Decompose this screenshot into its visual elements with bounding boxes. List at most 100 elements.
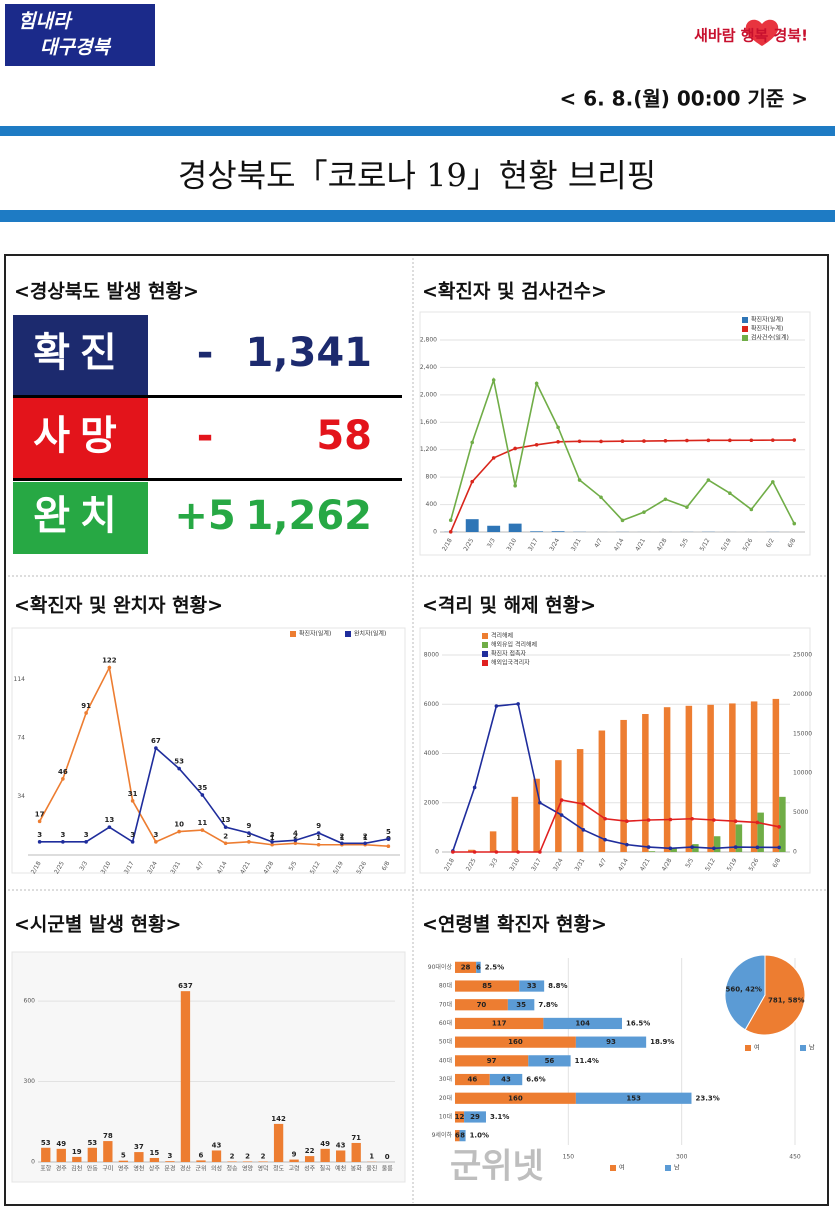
bar-segment	[455, 980, 520, 992]
y-tick-label: 0	[435, 849, 439, 856]
point	[516, 850, 520, 854]
pie-label: 560, 42%	[725, 985, 761, 993]
x-tick-label: 봉화	[351, 1165, 363, 1173]
bar	[663, 707, 671, 852]
panel-title: <경상북도 발생 현황>	[14, 280, 199, 303]
data-label: 5	[386, 828, 391, 836]
data-label: 3	[270, 831, 275, 839]
legend-swatch	[345, 631, 351, 637]
x-tick-label: 6/8	[786, 537, 797, 549]
data-label: 93	[606, 1038, 616, 1046]
x-tick-label: 청도	[273, 1166, 285, 1173]
status-label-box	[13, 398, 148, 478]
data-label: 43	[501, 1076, 511, 1084]
series-line	[452, 703, 780, 852]
x-tick-label: 4/7	[597, 857, 608, 869]
x-tick-label: 예천	[335, 1165, 346, 1173]
bar-segment	[455, 961, 477, 973]
bar	[576, 749, 584, 852]
bar-segment	[455, 1073, 490, 1086]
point	[577, 439, 582, 444]
x-tick-label: 경주	[56, 1166, 68, 1173]
percent-label: 1.0%	[470, 1132, 489, 1140]
bar	[508, 523, 522, 532]
point	[642, 510, 646, 514]
point	[154, 840, 158, 844]
bar	[551, 531, 565, 532]
bar	[87, 1147, 97, 1162]
point	[668, 846, 673, 851]
y-tick-label: 1,600	[420, 419, 437, 426]
panel-title: <시군별 발생 현황>	[14, 913, 181, 936]
y-tick-label: 34	[17, 793, 25, 800]
x-tick-label: 울진	[366, 1165, 377, 1173]
bar	[258, 1161, 268, 1162]
x-tick-label: 울릉	[382, 1166, 394, 1173]
panel-title: <격리 및 해제 현황>	[422, 594, 596, 617]
y-tick-label: 80대	[439, 982, 452, 990]
bar	[227, 1161, 237, 1162]
bar	[180, 991, 191, 1162]
point	[792, 521, 797, 526]
data-label: 11	[198, 819, 208, 827]
bar	[242, 1161, 253, 1162]
percent-label: 8.8%	[548, 982, 567, 990]
point	[472, 850, 477, 854]
data-label: 91	[81, 702, 91, 710]
point	[599, 439, 603, 444]
bar	[56, 1148, 66, 1162]
bar	[757, 812, 764, 852]
data-label: 33	[527, 982, 537, 990]
data-label: 9	[292, 1151, 297, 1159]
point	[690, 845, 694, 849]
legend-label: 격리해제	[491, 632, 513, 640]
date: < 6. 8.(월) 00:00 기준 >	[559, 87, 808, 111]
data-label: 22	[305, 1147, 315, 1155]
data-label: 153	[626, 1094, 641, 1102]
legend-swatch	[742, 335, 748, 341]
bar	[772, 698, 780, 852]
data-label: 117	[492, 1019, 507, 1027]
y-tick-label: 90대이상	[428, 963, 453, 971]
point	[223, 825, 228, 829]
watermark: 군위넷	[450, 1147, 544, 1187]
x-tick-label: 고령	[289, 1165, 300, 1173]
point	[247, 840, 251, 844]
data-label: 43	[336, 1141, 346, 1149]
data-label: 104	[575, 1019, 590, 1027]
x-tick-label: 상주	[149, 1165, 161, 1173]
bar	[468, 849, 475, 852]
point	[755, 820, 760, 825]
point	[107, 665, 112, 670]
y-tick-label: 4000	[424, 750, 439, 757]
bar-segment	[459, 1130, 466, 1142]
legend-label: 해외유입 격리해제	[491, 641, 537, 649]
data-label: 53	[174, 758, 184, 766]
point	[559, 813, 564, 817]
heart-icon	[745, 19, 779, 46]
bar-segment	[455, 1092, 576, 1104]
data-label: 3	[130, 831, 135, 839]
x-tick-label: 450	[789, 1154, 801, 1161]
y-tick-label: 30대	[439, 1075, 452, 1083]
point	[599, 495, 603, 500]
legend-label: 남	[809, 1044, 815, 1052]
point	[386, 844, 391, 849]
y-tick-label: 0	[31, 1159, 35, 1166]
point	[749, 507, 754, 512]
bar	[511, 796, 519, 852]
x-tick-label: 김천	[71, 1165, 82, 1173]
y-tick-label: 114	[14, 676, 26, 683]
data-label: 13	[105, 816, 115, 824]
x-tick-label: 3/3	[78, 860, 89, 872]
point	[316, 831, 321, 835]
point	[84, 711, 88, 715]
percent-label: 6.6%	[526, 1076, 545, 1084]
chart-background	[11, 951, 406, 1183]
data-label: 6	[199, 1151, 204, 1159]
bar	[487, 525, 501, 532]
point	[733, 819, 738, 824]
data-label: 9	[316, 822, 321, 830]
data-label: 29	[470, 1113, 480, 1121]
